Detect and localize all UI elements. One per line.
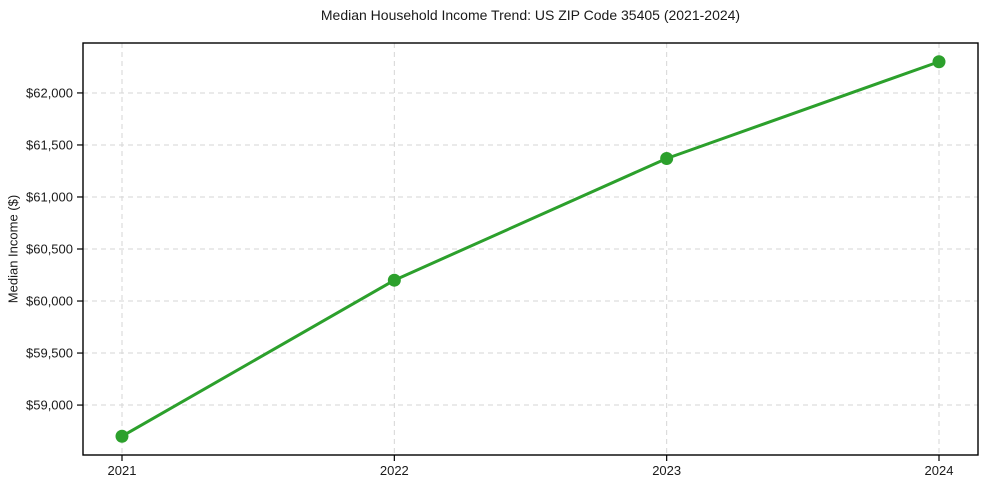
data-point-marker — [387, 273, 401, 287]
x-tick-label: 2023 — [652, 463, 681, 478]
x-tick-label: 2022 — [380, 463, 409, 478]
axes-box — [82, 42, 979, 456]
data-point-marker — [115, 429, 129, 443]
chart-title: Median Household Income Trend: US ZIP Co… — [320, 7, 741, 23]
data-point-marker — [932, 55, 946, 69]
y-tick-label: $62,000 — [26, 85, 73, 100]
y-tick-label: $59,000 — [26, 398, 73, 413]
y-tick-label: $61,000 — [26, 189, 73, 204]
x-tick-label: 2024 — [925, 463, 954, 478]
trend-line — [120, 60, 941, 438]
x-tick-label: 2021 — [108, 463, 137, 478]
y-tick-label: $60,500 — [26, 242, 73, 257]
y-tick-label: $59,500 — [26, 346, 73, 361]
plot-background — [83, 43, 978, 455]
y-tick-label: $60,000 — [26, 294, 73, 309]
y-tick-label: $61,500 — [26, 137, 73, 152]
data-point-marker — [660, 151, 674, 165]
